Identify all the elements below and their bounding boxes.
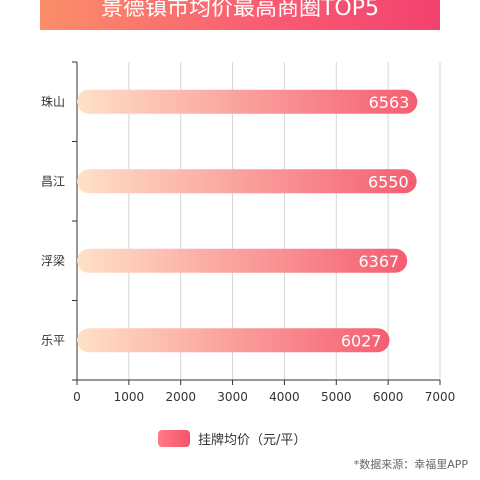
chart-title: 景德镇市均价最高商圈TOP5 [40,0,440,30]
legend-swatch [158,429,190,447]
source-note: *数据来源：幸福里APP [353,458,468,471]
bar [77,248,408,273]
x-tick-label: 0 [73,390,81,404]
x-tick-label: 7000 [425,390,456,404]
y-tick-label: 浮梁 [41,253,65,268]
x-tick-label: 4000 [269,390,300,404]
bar-value-label: 6563 [369,93,410,112]
legend-label: 挂牌均价（元/平） [198,432,307,448]
x-tick-label: 6000 [373,390,404,404]
x-tick-label: 1000 [114,390,145,404]
x-tick-label: 5000 [321,390,352,404]
bar-value-label: 6027 [341,331,382,350]
bar [77,89,418,114]
y-tick-label: 珠山 [41,95,65,109]
x-tick-label: 2000 [165,390,196,404]
bar-value-label: 6550 [368,172,409,191]
y-tick-label: 乐平 [41,333,65,347]
legend: 挂牌均价（元/平） [158,429,307,448]
x-tick-label: 3000 [217,390,248,404]
y-tick-label: 昌江 [41,174,65,188]
bar-value-label: 6367 [358,252,399,271]
bar [77,328,390,353]
bar [77,169,417,194]
